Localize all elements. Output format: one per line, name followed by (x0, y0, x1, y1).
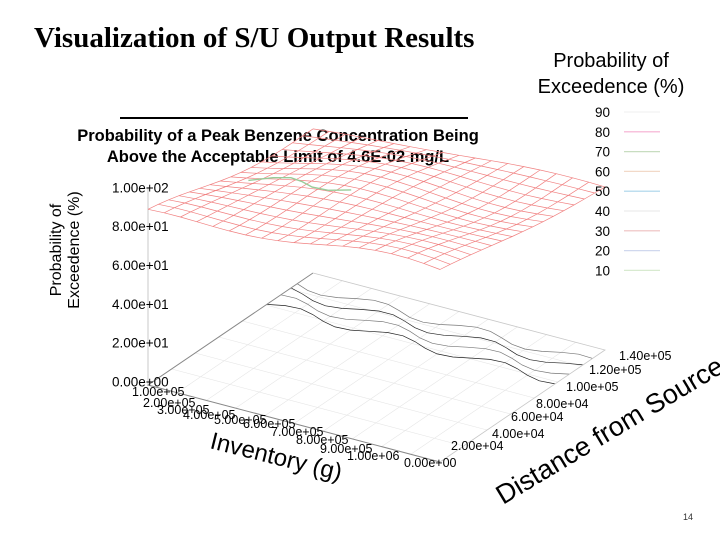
floor-gridline-x (206, 288, 372, 401)
z-tick-label: 8.00e+01 (112, 219, 169, 234)
z-tick-label: 4.00e+01 (112, 297, 169, 312)
surface-gridline-y (189, 191, 482, 251)
floor-gridline-y (195, 352, 488, 431)
floor-grid (171, 280, 582, 455)
surface-gridline-y (271, 155, 564, 212)
y-tick-label: 1.00e+05 (566, 380, 619, 394)
surface-gridline-y (251, 167, 544, 223)
legend-level-label: 40 (595, 204, 610, 219)
floor-gridline-x (235, 295, 401, 409)
legend-level-label: 80 (595, 125, 610, 140)
y-tick-label: 8.00e+04 (536, 397, 589, 411)
surface-gridline-y (261, 161, 554, 217)
floor-contour (280, 294, 570, 375)
surface-gridline-x (293, 154, 460, 243)
legend-level-label: 90 (595, 105, 610, 120)
surface-gridline-y (209, 184, 502, 242)
plot-axes (146, 187, 606, 463)
z-tick-label: 1.00e+02 (112, 180, 169, 195)
x-tick-label: 3.00e+05 (157, 403, 210, 417)
contour-lines (266, 283, 593, 385)
floor-frame-back (312, 272, 606, 463)
surface-gridline-x (164, 131, 330, 214)
floor-gridline-y (171, 368, 464, 447)
x-tick-label: 2.00e+05 (143, 396, 196, 410)
surface-gridline-y (312, 128, 606, 188)
surface-gridline-y (240, 172, 533, 228)
floor-contour (297, 283, 593, 359)
surface-gridline-y (147, 208, 441, 270)
surface-gridline-y (292, 142, 585, 200)
floor-gridline-y (218, 336, 511, 415)
z-tick-label: 6.00e+01 (112, 258, 169, 273)
floor-gridline-x (323, 318, 489, 432)
chart-title-line-2: Above the Acceptable Limit of 4.6E-02 mg… (106, 148, 450, 166)
surface-gridline-x (147, 128, 314, 210)
probability-surface (147, 128, 606, 270)
surface-gridline-x (342, 163, 508, 247)
floor-gridline-x (410, 342, 576, 455)
slide-number: 14 (683, 512, 694, 522)
surface-gridline-y (199, 187, 492, 246)
floor-contour (266, 304, 556, 385)
legend-level-label: 10 (595, 263, 610, 278)
legend-level-label: 60 (595, 164, 610, 179)
legend-title-line-1: Probability of (553, 50, 669, 72)
legend-title: Probability of Exceedence (%) (516, 48, 706, 100)
y-tick-label: 4.00e+04 (492, 427, 545, 441)
axis-tick-labels: 1.00e+02 8.00e+01 6.00e+01 4.00e+01 2.00e+01… (112, 180, 720, 510)
surface-gridline-y (220, 180, 513, 237)
y-tick-label: 6.00e+04 (511, 410, 564, 424)
floor-contour (290, 287, 584, 366)
floor-gridline-x (177, 280, 343, 393)
floor-gridline-x (381, 334, 547, 447)
surface-gridline-y (230, 176, 523, 233)
surface-gridline-y (302, 135, 595, 194)
x-tick-label: 4.00e+05 (183, 408, 236, 422)
x-tick-label: 7.00e+05 (271, 425, 324, 439)
surface-gridline-y (168, 199, 461, 260)
y-tick-label: 1.40e+05 (619, 349, 672, 363)
x-tick-label: 1.00e+05 (132, 385, 185, 399)
x-tick-label-zero: 0.00e+00 (404, 456, 457, 470)
x-tick-label: 9.00e+05 (320, 442, 373, 456)
x-tick-label: 6.00e+05 (243, 417, 296, 431)
floor-gridline-x (293, 311, 460, 424)
floor-gridline-x (264, 303, 430, 417)
z-tick-label: 0.00e+00 (112, 374, 169, 389)
title-underline (120, 117, 468, 119)
surface-gridline-y (158, 203, 451, 265)
y-tick-label: 1.20e+05 (589, 363, 642, 377)
floor-gridline-y (265, 304, 558, 383)
x-tick-label: 5.00e+05 (214, 413, 267, 427)
z-tick-label: 2.00e+01 (112, 336, 169, 351)
legend-level-label: 70 (595, 145, 610, 160)
surface-gridline-x (439, 186, 606, 270)
legend-level-label: 20 (595, 244, 610, 259)
floor-gridline-x (352, 326, 518, 440)
x-tick-label: 1.00e+06 (347, 449, 400, 463)
slide-title: Visualization of S/U Output Results (34, 22, 475, 54)
legend-title-line-2: Exceedence (%) (537, 76, 685, 98)
legend-level-label: 30 (595, 224, 610, 239)
surface-contour-highlight (248, 176, 352, 192)
floor-gridline-y (242, 320, 535, 399)
surface-gridline-y (282, 149, 575, 206)
floor-gridline-y (289, 288, 582, 367)
y-tick-label: 2.00e+04 (451, 439, 504, 453)
legend-level-label: 50 (595, 184, 610, 199)
surface-gridline-y (178, 195, 472, 256)
legend: 90 80 70 60 50 40 30 20 10 (595, 105, 660, 278)
x-tick-label: 8.00e+05 (296, 433, 349, 447)
